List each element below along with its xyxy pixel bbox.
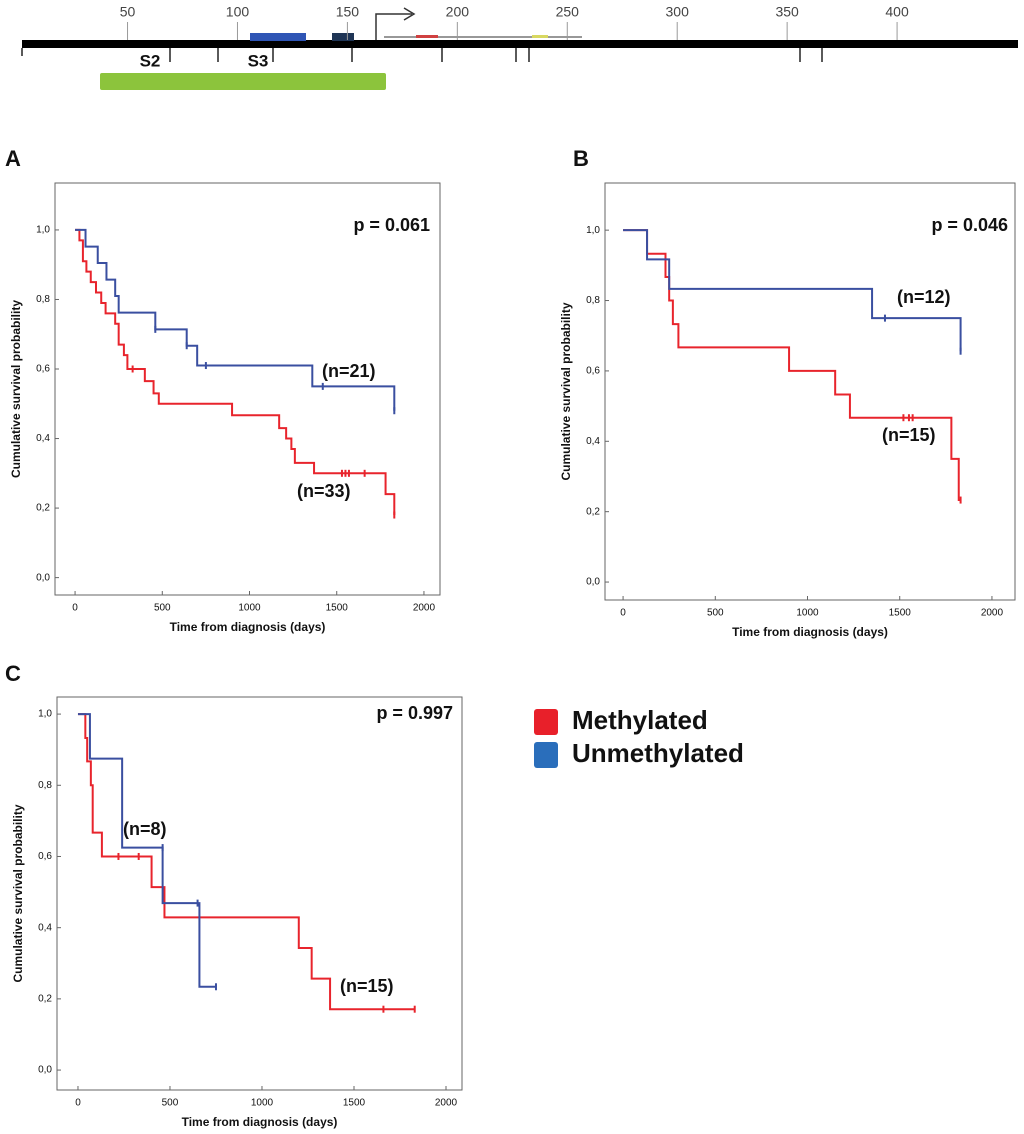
survival-curve xyxy=(77,713,415,1011)
legend-swatch xyxy=(534,742,558,768)
y-tick-label: 1,0 xyxy=(38,709,52,720)
survival-curve xyxy=(75,228,396,516)
scale-label: 200 xyxy=(446,4,470,20)
y-axis-label: Cumulative survival probability xyxy=(11,804,25,982)
y-axis-label: Cumulative survival probability xyxy=(559,302,573,480)
n-label: (n=8) xyxy=(123,819,167,839)
y-tick-label: 0,8 xyxy=(38,780,52,791)
x-tick-label: 2000 xyxy=(435,1098,458,1109)
n-label: (n=12) xyxy=(897,287,951,307)
x-tick-label: 0 xyxy=(72,603,78,614)
x-tick-label: 500 xyxy=(154,603,171,614)
y-tick-label: 0,4 xyxy=(38,922,52,933)
survival-curve xyxy=(77,713,216,988)
sequence-bar xyxy=(22,40,1018,48)
x-tick-label: 500 xyxy=(162,1098,179,1109)
survival-curve xyxy=(623,229,961,502)
y-tick-label: 1,0 xyxy=(586,225,600,236)
y-tick-label: 0,2 xyxy=(38,994,52,1005)
x-tick-label: 1500 xyxy=(889,608,912,619)
x-tick-label: 1000 xyxy=(251,1098,274,1109)
p-value: p = 0.997 xyxy=(376,703,453,723)
scale-label: 350 xyxy=(775,4,799,20)
feature-box xyxy=(332,33,354,41)
region-label: S2 xyxy=(140,51,161,70)
y-tick-label: 0,2 xyxy=(36,503,50,514)
panel-label: B xyxy=(573,146,589,171)
y-tick-label: 0,8 xyxy=(586,295,600,306)
n-label: (n=15) xyxy=(882,425,936,445)
scale-label: 150 xyxy=(336,4,360,20)
feature-mark xyxy=(416,35,438,38)
scale-label: 100 xyxy=(226,4,250,20)
feature-mark xyxy=(532,35,548,38)
x-axis-label: Time from diagnosis (days) xyxy=(170,620,326,634)
y-tick-label: 0,2 xyxy=(586,506,600,517)
y-tick-label: 0,8 xyxy=(36,294,50,305)
y-tick-label: 0,6 xyxy=(38,851,52,862)
x-axis-label: Time from diagnosis (days) xyxy=(732,625,888,639)
site-ticks xyxy=(21,48,823,62)
p-value: p = 0.046 xyxy=(931,215,1008,235)
n-label: (n=33) xyxy=(297,481,351,501)
n-label: (n=21) xyxy=(322,361,376,381)
plot-frame xyxy=(56,696,463,1091)
p-value: p = 0.061 xyxy=(353,215,430,235)
y-axis-label: Cumulative survival probability xyxy=(9,300,23,478)
x-tick-label: 500 xyxy=(707,608,724,619)
survival-curve xyxy=(623,229,962,352)
plot-frame xyxy=(54,182,441,596)
feature-box xyxy=(250,33,306,41)
panel-label: C xyxy=(5,661,21,686)
y-tick-label: 0,4 xyxy=(586,436,600,447)
plot-frame xyxy=(604,182,1016,601)
x-tick-label: 2000 xyxy=(413,603,436,614)
x-axis-label: Time from diagnosis (days) xyxy=(182,1115,338,1129)
scale-label: 300 xyxy=(666,4,690,20)
y-tick-label: 0,6 xyxy=(36,364,50,375)
survival-curve xyxy=(75,228,396,411)
x-tick-label: 1500 xyxy=(343,1098,366,1109)
y-tick-label: 0,0 xyxy=(36,572,50,583)
n-label: (n=15) xyxy=(340,976,394,996)
x-tick-label: 0 xyxy=(75,1098,81,1109)
legend-label: Methylated xyxy=(572,705,708,735)
x-tick-label: 1000 xyxy=(796,608,819,619)
y-tick-label: 1,0 xyxy=(36,225,50,236)
y-tick-label: 0,0 xyxy=(38,1065,52,1076)
x-tick-label: 2000 xyxy=(981,608,1004,619)
scale-label: 50 xyxy=(120,4,136,20)
y-tick-label: 0,4 xyxy=(36,433,50,444)
legend-label: Unmethylated xyxy=(572,738,744,768)
panel-label: A xyxy=(5,146,21,171)
scale-label: 250 xyxy=(556,4,580,20)
amplicon-bar xyxy=(100,73,386,90)
region-label: S3 xyxy=(248,51,269,70)
tss-arrowhead xyxy=(403,7,416,21)
x-tick-label: 1000 xyxy=(238,603,261,614)
y-tick-label: 0,6 xyxy=(586,366,600,377)
legend-swatch xyxy=(534,709,558,735)
scale-label: 400 xyxy=(885,4,909,20)
tss-arrow xyxy=(375,13,412,40)
y-tick-label: 0,0 xyxy=(586,577,600,588)
x-tick-label: 1500 xyxy=(326,603,349,614)
x-tick-label: 0 xyxy=(620,608,626,619)
